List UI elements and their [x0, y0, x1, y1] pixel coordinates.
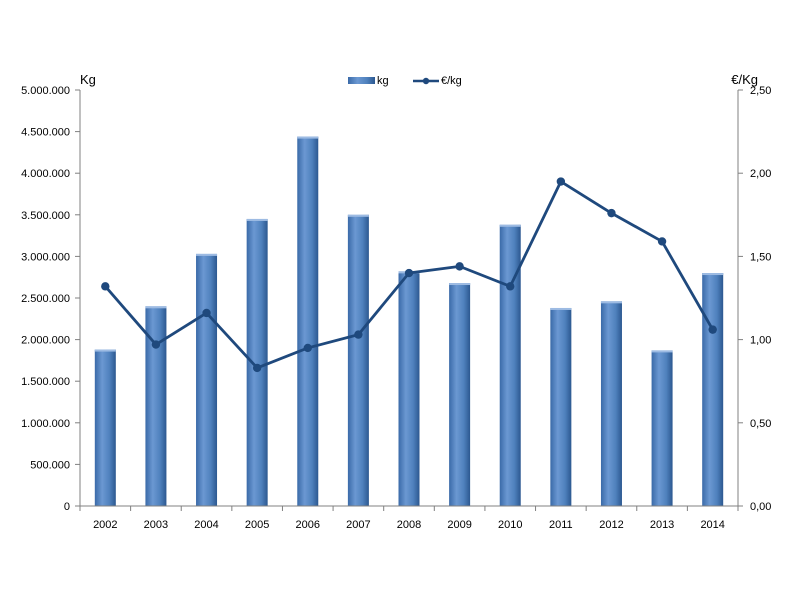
y2-tick-label: 0,00: [750, 501, 771, 513]
y-tick-label: 1.500.000: [21, 376, 70, 388]
y2-tick-label: 2,50: [750, 85, 771, 97]
y-axis-title: Kg: [80, 72, 96, 87]
x-tick-label: 2006: [296, 519, 320, 531]
bar-2007: [347, 214, 369, 507]
bar-top-highlight: [347, 214, 369, 217]
bar-top-highlight: [297, 136, 319, 139]
x-tick-label: 2003: [144, 519, 168, 531]
bar-top-highlight: [702, 273, 724, 276]
bar: [297, 136, 319, 507]
y-tick-label: 4.500.000: [21, 127, 70, 139]
bar-2014: [702, 273, 724, 506]
bar-top-highlight: [94, 349, 116, 352]
y2-tick-label: 1,00: [750, 335, 771, 347]
bar: [347, 214, 369, 507]
point-eur-kg-2007: [354, 330, 363, 339]
y-tick-label: 4.000.000: [21, 168, 70, 180]
bar-2005: [246, 218, 268, 506]
bar-top-highlight: [499, 224, 521, 227]
point-eur-kg-2011: [556, 177, 566, 186]
y2-tick-label: 0,50: [750, 418, 771, 430]
point-eur-kg-2003: [151, 340, 161, 349]
bar: [246, 218, 268, 506]
bar: [499, 224, 521, 506]
bar-2003: [145, 306, 167, 506]
bar: [449, 283, 471, 506]
x-tick-label: 2004: [194, 519, 218, 531]
y-tick-label: 3.000.000: [21, 251, 70, 263]
x-tick-label: 2007: [346, 519, 370, 531]
y2-axis-title: €/Kg: [731, 72, 758, 87]
x-tick-label: 2002: [93, 519, 117, 531]
y2-tick-label: 1,50: [750, 251, 771, 263]
bar-2011: [550, 307, 572, 506]
bar: [196, 253, 218, 506]
point-eur-kg-2005: [252, 363, 262, 373]
x-tick-label: 2008: [397, 519, 421, 531]
y-tick-label: 2.500.000: [21, 293, 70, 305]
bar-top-highlight: [246, 218, 268, 221]
x-tick-label: 2012: [599, 519, 623, 531]
point-eur-kg-2002: [101, 282, 110, 291]
point-eur-kg-2008: [404, 268, 414, 278]
bar-2006: [297, 136, 319, 507]
bar: [94, 349, 116, 506]
legend-label-kg: kg: [377, 75, 389, 87]
line-group: [101, 177, 717, 373]
bar-2008: [398, 271, 420, 506]
bar: [145, 306, 167, 506]
x-tick-label: 2011: [549, 519, 573, 531]
x-tick-label: 2009: [447, 519, 471, 531]
bar-2009: [449, 283, 471, 506]
bar-2013: [651, 350, 673, 506]
bar-top-highlight: [145, 306, 167, 309]
bar-top-highlight: [550, 307, 572, 310]
bar: [600, 301, 622, 506]
y-tick-label: 500.000: [30, 459, 70, 471]
bar-top-highlight: [196, 253, 218, 256]
bar-top-highlight: [600, 301, 622, 304]
legend-item-kg: kg: [348, 75, 389, 87]
bar-2012: [600, 301, 622, 506]
y-tick-label: 1.000.000: [21, 418, 70, 430]
axes-group: 0 500.000 1.000.000 1.500.000 2.000.000 2.500…: [21, 85, 771, 531]
bar-2010: [499, 224, 521, 506]
x-tick-label: 2010: [498, 519, 522, 531]
y-tick-label: 5.000.000: [21, 85, 70, 97]
point-eur-kg-2004: [202, 308, 211, 318]
legend-label-eur-kg: €/kg: [441, 75, 462, 87]
bar-top-highlight: [651, 350, 673, 353]
point-eur-kg-2013: [657, 237, 667, 246]
bars-group: [94, 136, 724, 507]
bar-2004: [196, 253, 218, 506]
y-tick-label: 2.000.000: [21, 335, 70, 347]
bar: [651, 350, 673, 506]
bar: [702, 273, 724, 506]
bar: [550, 307, 572, 506]
legend-swatch-kg: [348, 77, 375, 84]
y2-tick-label: 2,00: [750, 168, 771, 180]
legend-marker-eur-kg: [422, 77, 430, 85]
bar-2002: [94, 349, 116, 506]
y-tick-label: 0: [64, 501, 70, 513]
point-eur-kg-2010: [506, 282, 515, 291]
bar: [398, 271, 420, 506]
point-eur-kg-2012: [607, 208, 616, 218]
legend: kg €/kg: [348, 75, 462, 87]
point-eur-kg-2014: [708, 325, 717, 334]
point-eur-kg-2006: [303, 343, 312, 353]
x-tick-label: 2014: [700, 519, 724, 531]
legend-item-eur-kg: €/kg: [413, 75, 462, 87]
x-tick-label: 2013: [650, 519, 674, 531]
point-eur-kg-2009: [455, 262, 464, 271]
bar-top-highlight: [449, 283, 471, 286]
x-tick-label: 2005: [245, 519, 269, 531]
y-tick-label: 3.500.000: [21, 210, 70, 222]
